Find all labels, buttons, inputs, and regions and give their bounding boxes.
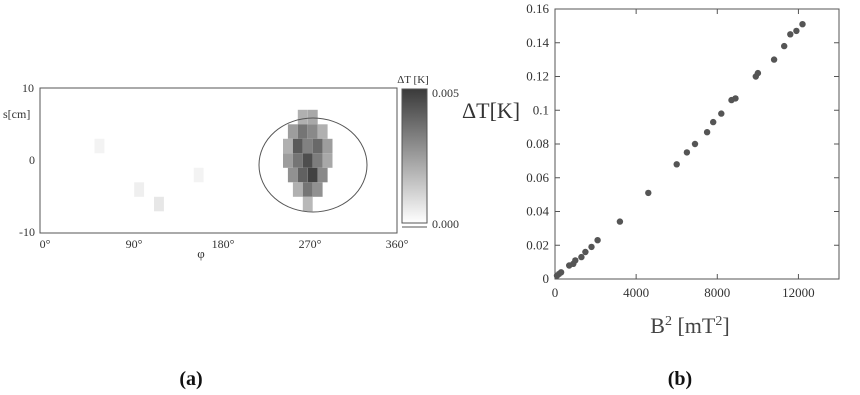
heatmap-cell	[287, 124, 298, 139]
heatmap-cell	[297, 167, 308, 183]
x-tick-label: 4000	[623, 285, 649, 300]
panel-a: s[cm] 10 0 -10 0° 90° 180° 270° 360° φ Δ…	[3, 74, 459, 390]
heatmap-cell	[302, 138, 313, 154]
heatmap-cell	[307, 167, 318, 183]
data-point	[793, 27, 800, 35]
x-tick-label: 12000	[782, 285, 815, 300]
y-tick-label: 0.12	[526, 69, 549, 84]
x-tick-label: 8000	[704, 285, 730, 300]
heatmap-cell	[94, 138, 105, 154]
scatter-ticks: 0 0.02 0.04 0.06 0.08 0.1 0.12 0.14 0.16 0 4000 800…	[526, 1, 839, 300]
data-point	[754, 69, 762, 77]
heatmap-cell	[297, 109, 308, 125]
data-point	[781, 42, 788, 50]
data-point	[582, 248, 589, 256]
data-point	[645, 189, 652, 197]
heatmap-ylabel: s[cm]	[3, 107, 30, 121]
region-circle	[258, 117, 368, 213]
heatmap-cell	[292, 138, 303, 154]
data-point	[616, 218, 624, 225]
heatmap-cell	[283, 153, 293, 168]
heatmap-cell	[134, 182, 145, 197]
panel-b-label: (b)	[668, 368, 692, 390]
heatmap-cell	[193, 167, 204, 183]
heatmap-cell	[307, 109, 318, 125]
y-tick-label: 0.06	[526, 170, 549, 185]
heatmap-ytick-top: 10	[22, 81, 34, 95]
heatmap-xtick-180: 180°	[212, 237, 235, 251]
data-point	[799, 21, 806, 28]
y-tick-label: 0.04	[526, 204, 549, 219]
data-point	[710, 118, 717, 126]
y-tick-label: 0.08	[526, 136, 549, 151]
colorbar-title: ΔT [K]	[397, 74, 429, 86]
heatmap-cells	[94, 109, 333, 212]
heatmap-cell	[312, 182, 323, 197]
heatmap-cell	[302, 196, 313, 212]
data-point	[691, 140, 699, 148]
heatmap-cell	[312, 138, 323, 154]
heatmap-frame	[39, 87, 398, 234]
data-point	[770, 56, 778, 63]
heatmap-xtick-90: 90°	[126, 237, 143, 251]
y-tick-label: 0.02	[526, 237, 549, 252]
heatmap-cell	[312, 153, 323, 168]
heatmap-cell	[283, 138, 293, 154]
data-point	[673, 161, 680, 168]
heatmap-xtick-270: 270°	[299, 237, 322, 251]
scatter-ylabel: ΔT[K]	[462, 98, 520, 123]
data-point	[718, 110, 725, 117]
heatmap-cell	[292, 153, 303, 168]
data-point	[683, 149, 691, 156]
y-tick-label: 0	[543, 271, 550, 286]
heatmap-cell	[322, 138, 333, 154]
heatmap-cell	[154, 196, 164, 212]
colorbar-min-label: 0.000	[432, 217, 459, 231]
y-tick-label: 0.1	[533, 102, 549, 117]
heatmap-cell	[317, 124, 328, 139]
heatmap-cell	[302, 182, 313, 197]
heatmap-cell	[302, 153, 313, 168]
y-tick-label: 0.16	[526, 1, 549, 16]
panel-b: 0 0.02 0.04 0.06 0.08 0.1 0.12 0.14 0.16 0 4000 800…	[462, 1, 840, 390]
data-point	[787, 31, 794, 38]
colorbar	[401, 88, 428, 224]
scatter-points	[553, 21, 806, 279]
scatter-xlabel: B2 [mT2]	[650, 313, 729, 338]
colorbar-max-label: 0.005	[432, 86, 459, 100]
heatmap-ytick-bottom: -10	[19, 225, 35, 239]
heatmap-cell	[307, 124, 318, 139]
data-point	[732, 95, 739, 102]
heatmap-cell	[322, 153, 333, 168]
data-point	[594, 237, 601, 244]
data-point	[588, 243, 595, 251]
heatmap-cell	[297, 124, 308, 139]
data-point	[578, 253, 585, 261]
y-tick-label: 0.14	[526, 35, 549, 50]
heatmap-cell	[287, 167, 298, 183]
x-tick-label: 0	[552, 285, 559, 300]
data-point	[557, 269, 565, 276]
panel-a-label: (a)	[179, 368, 202, 390]
data-point	[703, 129, 711, 136]
heatmap-xlabel: φ	[197, 246, 205, 261]
heatmap-ytick-mid: 0	[29, 153, 35, 167]
heatmap-xtick-360: 360°	[386, 237, 409, 251]
heatmap-cell	[317, 167, 328, 183]
heatmap-cell	[292, 182, 303, 197]
heatmap-xtick-0: 0°	[40, 237, 51, 251]
data-point	[572, 257, 579, 264]
